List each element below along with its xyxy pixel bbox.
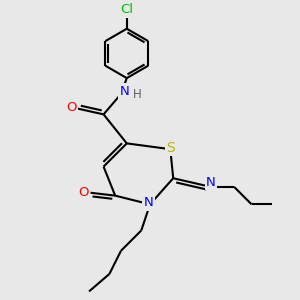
- Text: Cl: Cl: [120, 3, 133, 16]
- Text: O: O: [78, 186, 88, 199]
- Text: N: N: [144, 196, 153, 209]
- Text: N: N: [120, 85, 129, 98]
- Text: N: N: [206, 176, 216, 189]
- Text: S: S: [166, 141, 175, 155]
- Text: O: O: [66, 100, 77, 114]
- Text: H: H: [133, 88, 141, 100]
